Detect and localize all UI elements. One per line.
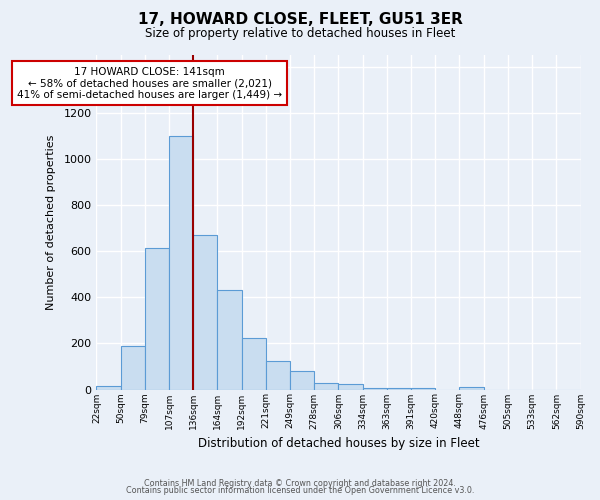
Text: Contains HM Land Registry data © Crown copyright and database right 2024.: Contains HM Land Registry data © Crown c…: [144, 478, 456, 488]
Bar: [362, 388, 387, 390]
Text: Size of property relative to detached houses in Fleet: Size of property relative to detached ho…: [145, 28, 455, 40]
Y-axis label: Number of detached properties: Number of detached properties: [46, 134, 56, 310]
Text: 17 HOWARD CLOSE: 141sqm
← 58% of detached houses are smaller (2,021)
41% of semi: 17 HOWARD CLOSE: 141sqm ← 58% of detache…: [17, 66, 282, 100]
Bar: [290, 371, 314, 390]
Bar: [387, 388, 411, 390]
Bar: [266, 360, 290, 390]
Bar: [338, 384, 362, 390]
Bar: [169, 136, 193, 390]
Bar: [97, 386, 121, 390]
Text: Contains public sector information licensed under the Open Government Licence v3: Contains public sector information licen…: [126, 486, 474, 495]
Bar: [217, 290, 242, 390]
Bar: [145, 248, 169, 390]
X-axis label: Distribution of detached houses by size in Fleet: Distribution of detached houses by size …: [197, 437, 479, 450]
Bar: [193, 235, 217, 390]
Bar: [314, 382, 338, 390]
Bar: [460, 387, 484, 390]
Bar: [411, 388, 435, 390]
Bar: [121, 346, 145, 390]
Bar: [242, 338, 266, 390]
Text: 17, HOWARD CLOSE, FLEET, GU51 3ER: 17, HOWARD CLOSE, FLEET, GU51 3ER: [137, 12, 463, 28]
